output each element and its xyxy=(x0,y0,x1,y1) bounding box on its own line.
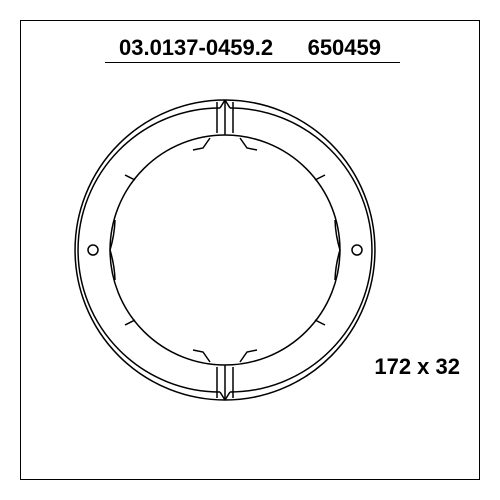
part-number: 03.0137-0459.2 xyxy=(119,35,273,61)
left-brake-shoe xyxy=(75,100,225,400)
brake-shoe-svg xyxy=(65,90,385,410)
right-brake-shoe xyxy=(225,100,375,400)
dimensions-label: 172 x 32 xyxy=(374,354,460,380)
brake-shoe-diagram xyxy=(65,90,385,410)
header: 03.0137-0459.2 650459 xyxy=(0,35,500,61)
header-underline xyxy=(105,62,400,63)
alt-number: 650459 xyxy=(308,35,381,61)
product-card: 03.0137-0459.2 650459 xyxy=(0,0,500,500)
